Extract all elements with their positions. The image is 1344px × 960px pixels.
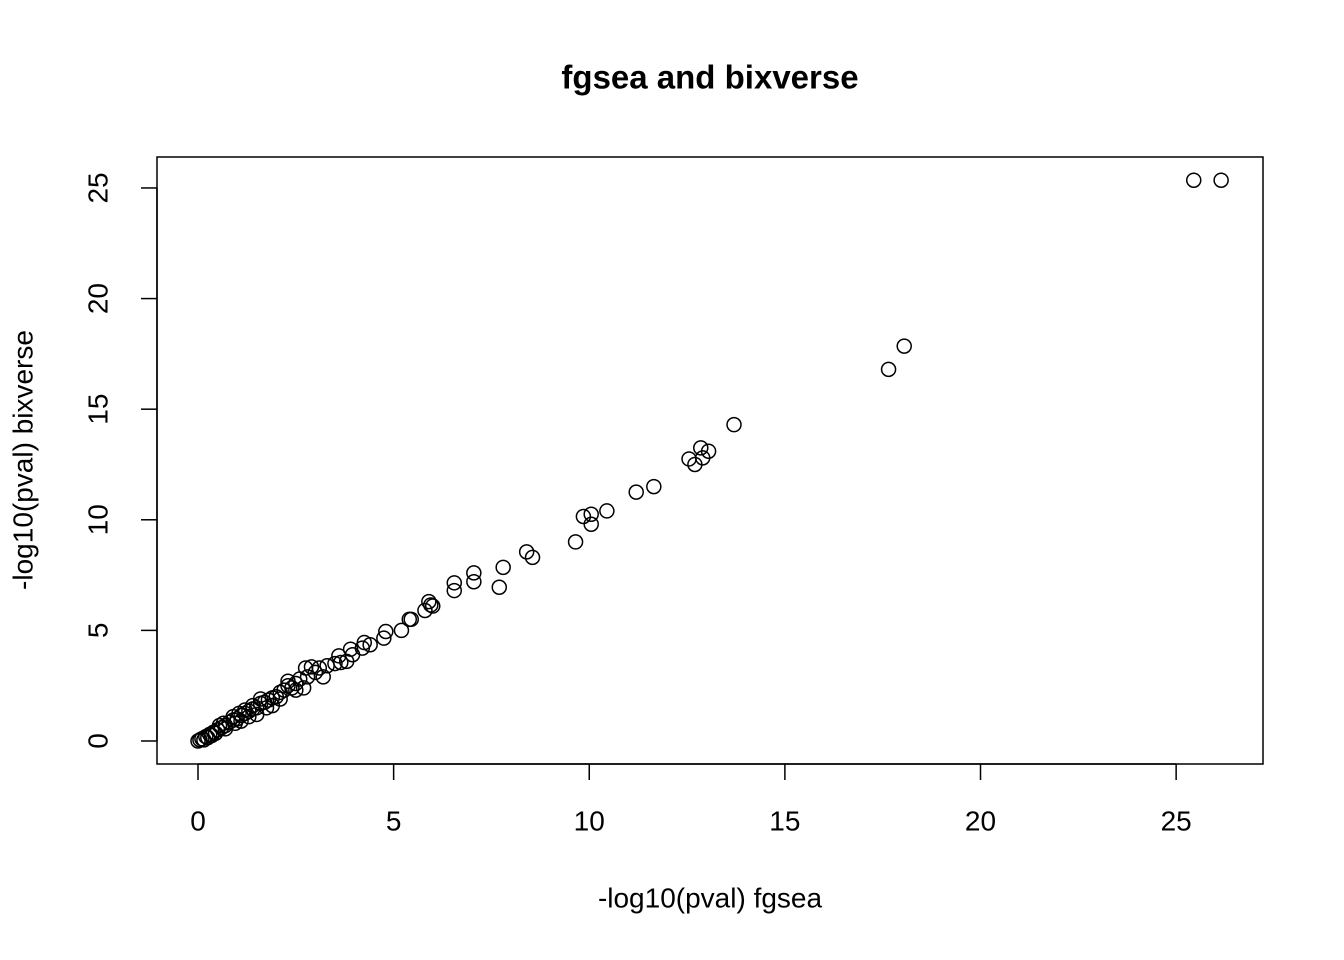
point — [196, 732, 212, 748]
y-tick-label: 5 — [82, 623, 113, 639]
point — [295, 680, 312, 696]
point — [378, 623, 394, 640]
y-tick-label: 25 — [82, 172, 113, 203]
point — [338, 653, 355, 670]
point — [393, 622, 410, 639]
point — [215, 715, 232, 732]
point — [423, 597, 439, 613]
x-tick-label: 5 — [386, 805, 402, 836]
point — [681, 451, 697, 467]
point — [190, 733, 206, 749]
point — [466, 565, 482, 581]
point — [194, 731, 210, 747]
point — [207, 725, 224, 742]
chart-title: fgsea and bixverse — [561, 59, 858, 96]
point — [272, 684, 288, 701]
point — [693, 440, 709, 456]
point — [417, 602, 433, 619]
point — [575, 508, 592, 525]
y-tick-label: 0 — [82, 733, 113, 749]
point — [567, 534, 584, 550]
point — [403, 611, 419, 628]
point — [896, 338, 912, 354]
point — [288, 682, 304, 698]
y-tick-label: 10 — [82, 504, 113, 535]
point — [201, 726, 218, 743]
x-tick-label: 0 — [190, 805, 206, 836]
point — [583, 506, 599, 523]
point — [319, 658, 335, 674]
point — [376, 630, 392, 646]
point — [446, 575, 463, 591]
point — [628, 484, 644, 500]
point — [288, 675, 304, 692]
y-tick-label: 20 — [82, 283, 113, 314]
point — [583, 516, 599, 532]
point — [646, 478, 662, 495]
point — [327, 655, 343, 672]
point — [446, 582, 463, 599]
point — [203, 727, 220, 744]
point — [272, 691, 288, 707]
point — [227, 715, 243, 732]
point — [245, 697, 261, 714]
point — [726, 416, 742, 433]
point — [466, 573, 482, 590]
x-axis-label: -log10(pval) fgsea — [598, 882, 823, 913]
point — [315, 669, 331, 685]
point — [524, 549, 541, 566]
point — [231, 705, 247, 722]
point — [291, 671, 308, 687]
y-tick-label: 15 — [82, 394, 113, 425]
x-tick-label: 25 — [1161, 805, 1192, 836]
point — [211, 717, 228, 734]
point — [425, 598, 441, 614]
point — [491, 579, 508, 596]
point — [303, 659, 320, 675]
point — [599, 503, 615, 519]
x-tick-label: 15 — [769, 805, 800, 836]
point — [200, 729, 216, 746]
point — [280, 673, 296, 690]
point — [495, 559, 511, 576]
x-tick-label: 20 — [965, 805, 996, 836]
point — [421, 593, 437, 610]
x-tick-label: 10 — [574, 805, 605, 836]
point — [1185, 172, 1202, 188]
point — [1213, 172, 1229, 188]
point — [331, 648, 347, 664]
point — [299, 669, 316, 685]
point — [880, 361, 897, 378]
point — [518, 544, 535, 560]
point — [687, 456, 703, 473]
y-axis-label: -log10(pval) bixverse — [7, 330, 38, 590]
